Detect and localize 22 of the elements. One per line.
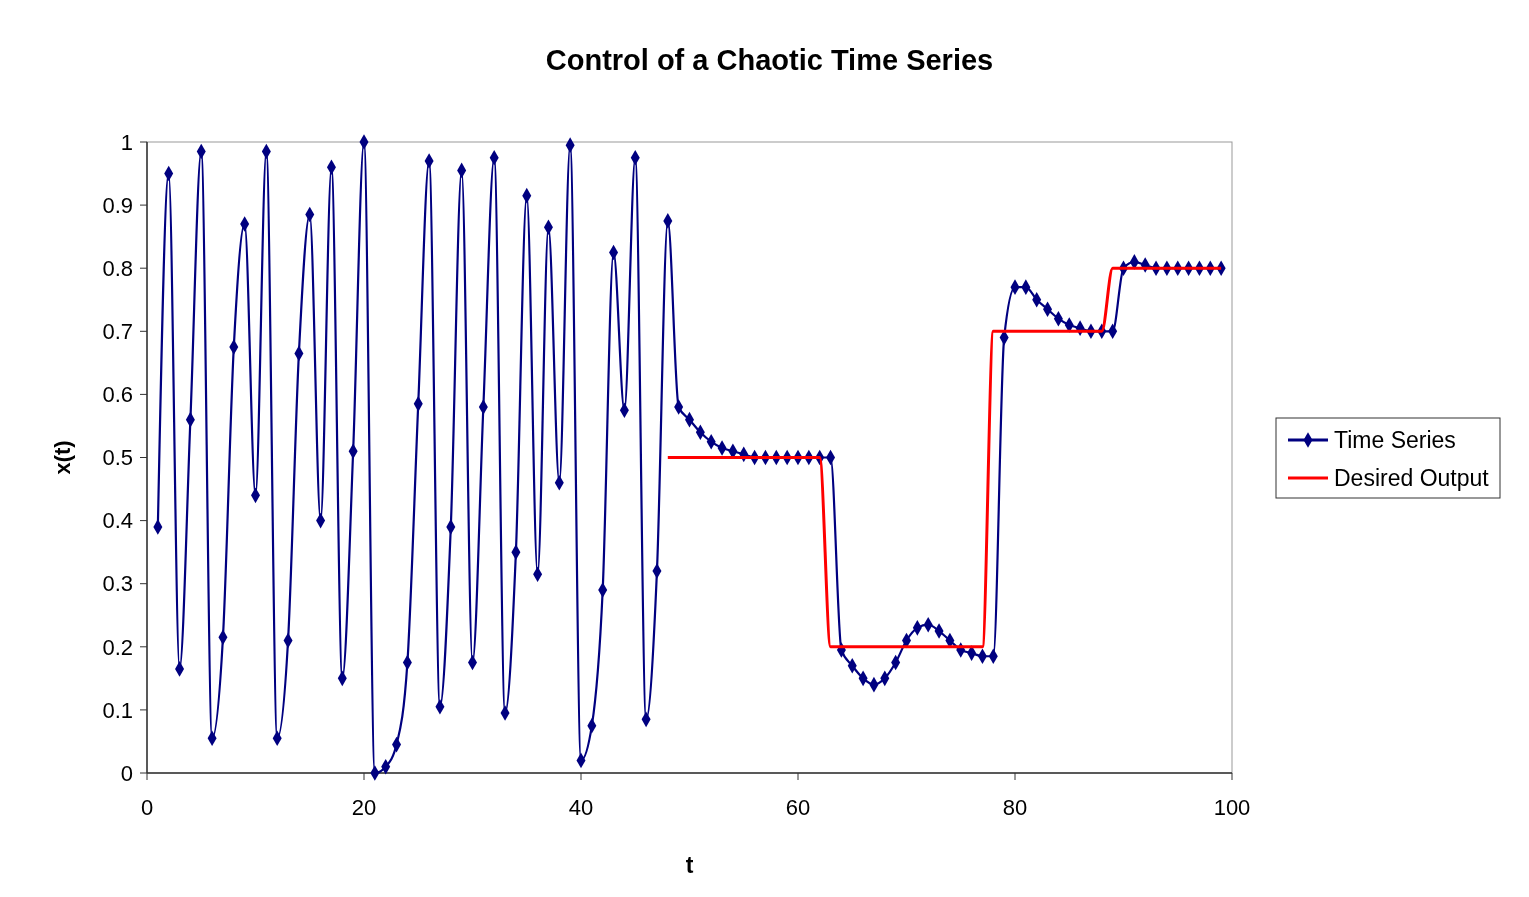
y-axis-title: x(t) [50, 440, 75, 475]
x-tick-label: 0 [140, 795, 154, 820]
x-tick-label: 60 [785, 795, 811, 820]
y-tick-label: 0.1 [102, 697, 133, 723]
y-tick-label: 0.4 [102, 508, 133, 534]
y-tick-label: 0.2 [102, 634, 133, 660]
x-axis-title: t [685, 852, 694, 878]
legend-label: Desired Output [1334, 465, 1490, 492]
y-tick-label: 0 [120, 760, 133, 786]
y-tick-label: 0.5 [102, 445, 133, 471]
x-tick-label: 40 [568, 795, 594, 820]
y-tick-label: 1 [120, 129, 133, 155]
x-tick-label: 100 [1213, 795, 1251, 820]
y-tick-label: 0.6 [102, 382, 133, 408]
x-tick-label: 20 [351, 795, 377, 820]
y-tick-label: 0.7 [102, 319, 133, 344]
legend-label: Time Series [1334, 427, 1456, 454]
chart-title: Control of a Chaotic Time Series [545, 44, 994, 76]
y-tick-label: 0.8 [102, 255, 133, 281]
y-tick-label: 0.3 [102, 571, 133, 597]
x-tick-label: 80 [1002, 795, 1028, 820]
y-tick-label: 0.9 [102, 192, 133, 218]
